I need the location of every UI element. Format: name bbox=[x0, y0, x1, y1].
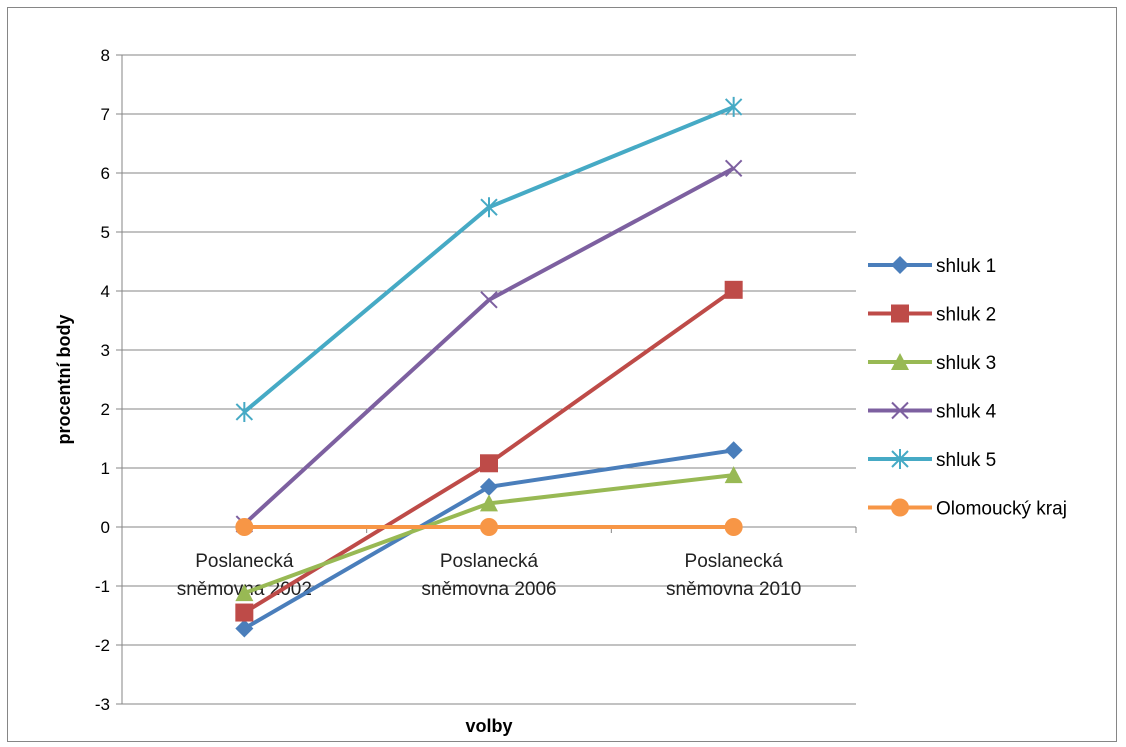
y-tick-label: 6 bbox=[101, 164, 110, 183]
data-point bbox=[891, 401, 909, 420]
chart-frame bbox=[7, 7, 1117, 742]
data-point bbox=[724, 466, 743, 484]
data-point bbox=[891, 449, 909, 469]
data-point bbox=[480, 494, 498, 512]
series-shluk-3 bbox=[235, 466, 743, 602]
y-tick-label: 1 bbox=[101, 459, 110, 478]
gridlines bbox=[122, 54, 856, 705]
legend-item: shluk 5 bbox=[868, 449, 996, 471]
data-point bbox=[724, 518, 743, 536]
series-line bbox=[243, 448, 734, 631]
data-point bbox=[480, 291, 498, 309]
data-point bbox=[480, 454, 498, 473]
data-point bbox=[235, 619, 254, 638]
y-tick-labels: -3 -2 -1 0 1 2 3 4 5 6 7 8 bbox=[95, 46, 110, 714]
legend: shluk 1 shluk 2 shluk 3 shluk 4 shluk 5 Olomo… bbox=[868, 256, 1067, 520]
y-tick-label: 7 bbox=[101, 105, 110, 124]
y-tick-label: 2 bbox=[101, 400, 110, 419]
y-tick-label: -2 bbox=[95, 636, 110, 655]
x-category-label: Poslanecká bbox=[685, 551, 784, 572]
y-tick-label: 8 bbox=[101, 46, 110, 65]
data-point bbox=[724, 280, 743, 299]
legend-item: shluk 1 bbox=[868, 256, 996, 277]
y-tick-label: 3 bbox=[101, 341, 110, 360]
legend-label: Olomoucký kraj bbox=[936, 499, 1067, 520]
legend-label: shluk 5 bbox=[936, 450, 996, 471]
legend-item: shluk 4 bbox=[868, 402, 997, 423]
data-point bbox=[235, 401, 254, 422]
data-point bbox=[480, 477, 498, 496]
series-olomoucký-kraj bbox=[235, 518, 743, 536]
legend-label: shluk 1 bbox=[936, 256, 996, 277]
legend-label: shluk 2 bbox=[936, 305, 996, 326]
data-point bbox=[891, 498, 909, 517]
data-point bbox=[891, 353, 909, 370]
data-point bbox=[235, 584, 254, 602]
y-axis-title: procentní body bbox=[54, 315, 74, 445]
legend-label: shluk 3 bbox=[936, 353, 996, 374]
y-tick-label: 4 bbox=[101, 282, 110, 301]
data-point bbox=[235, 518, 254, 536]
legend-label: shluk 4 bbox=[936, 402, 997, 423]
series-lines bbox=[235, 96, 743, 638]
data-point bbox=[724, 96, 743, 117]
data-point bbox=[480, 518, 498, 536]
x-axis-title: volby bbox=[465, 716, 512, 736]
data-point bbox=[480, 197, 498, 218]
x-category-label: Poslanecká bbox=[195, 551, 294, 572]
data-point bbox=[891, 304, 909, 323]
x-category-label: Poslanecká bbox=[440, 551, 539, 572]
series-line bbox=[243, 105, 735, 414]
y-tick-label: -3 bbox=[95, 695, 110, 714]
data-point bbox=[891, 256, 909, 274]
series-shluk-5 bbox=[235, 96, 743, 422]
y-tick-label: 5 bbox=[101, 223, 110, 242]
legend-item: Olomoucký kraj bbox=[868, 498, 1067, 520]
data-point bbox=[724, 441, 743, 460]
legend-item: shluk 3 bbox=[868, 353, 996, 374]
x-category-label: sněmovna 2006 bbox=[421, 579, 556, 600]
data-point bbox=[724, 159, 743, 177]
data-point bbox=[235, 603, 254, 622]
axes bbox=[116, 54, 857, 705]
y-tick-label: -1 bbox=[95, 577, 110, 596]
series-shluk-1 bbox=[235, 441, 743, 638]
legend-item: shluk 2 bbox=[868, 304, 996, 326]
y-tick-label: 0 bbox=[101, 518, 110, 537]
x-category-label: sněmovna 2010 bbox=[666, 579, 801, 600]
